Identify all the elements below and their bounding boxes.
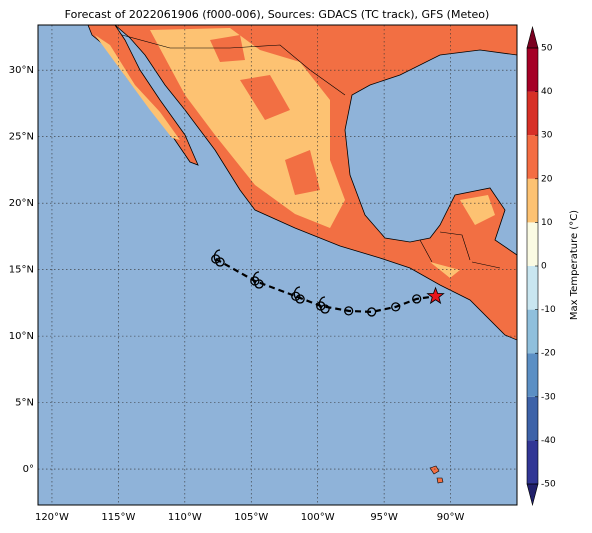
colorbar-band [527, 440, 538, 484]
y-tick-label: 20°N [9, 198, 34, 209]
colorbar-band [527, 353, 538, 397]
colorbar-tick-label: 10 [541, 218, 553, 228]
colorbar-tick-label: -30 [541, 392, 556, 402]
colorbar-tick-label: -10 [541, 305, 556, 315]
x-tick-label: 110°W [168, 512, 202, 523]
track-point [291, 291, 301, 301]
x-tick-label: 105°W [234, 512, 268, 523]
colorbar-tick-label: 50 [541, 44, 553, 54]
track-point [412, 294, 422, 304]
y-tick-label: 25°N [9, 132, 34, 143]
colorbar-band [527, 48, 538, 92]
colorbar-under [526, 483, 539, 507]
y-tick-label: 0° [23, 464, 34, 475]
track-line [215, 258, 436, 314]
x-tick-label: 100°W [301, 512, 335, 523]
track-point [250, 276, 260, 286]
colorbar-tick-label: 40 [541, 87, 553, 97]
colorbar-band [527, 266, 538, 310]
colorbar-tick-label: -50 [541, 480, 556, 490]
map-title: Forecast of 2022061906 (f000-006), Sourc… [65, 8, 490, 21]
colorbar-tick-label: 0 [541, 262, 547, 272]
map-frame [37, 24, 518, 506]
colorbar-band [527, 91, 538, 136]
track-point [366, 307, 377, 317]
track-symbols [213, 249, 330, 314]
colorbar-band [527, 135, 538, 179]
x-tick-label: 120°W [35, 512, 69, 523]
borders [121, 34, 501, 269]
y-tick-label: 30°N [9, 65, 34, 76]
colorbar-band [527, 396, 538, 441]
x-tick-label: 115°W [101, 512, 135, 523]
track-point [344, 306, 354, 316]
colorbar-band [527, 222, 538, 266]
colorbar-tick-label: -20 [541, 349, 556, 359]
track-point [391, 302, 401, 312]
colorbar-band [527, 178, 538, 223]
land-plateau [95, 28, 495, 278]
colorbar-band [527, 309, 538, 354]
x-tick-label: 90°W [437, 512, 465, 523]
islands [429, 465, 444, 484]
track-point [211, 254, 221, 264]
track-point [316, 301, 326, 311]
y-tick-label: 15°N [9, 265, 34, 276]
colorbar-tick-label: 20 [541, 174, 553, 184]
x-tick-label: 95°W [370, 512, 398, 523]
colorbar-label: Max Temperature (°C) [569, 210, 580, 320]
y-tick-label: 10°N [9, 331, 34, 342]
colorbar-tick-label: -40 [541, 436, 556, 446]
colorbar-tick-label: 30 [541, 131, 553, 141]
land-orange-patches [210, 35, 320, 195]
y-tick-label: 5°N [15, 398, 34, 409]
colorbar-over [526, 25, 539, 49]
current-position [426, 286, 445, 305]
map-area [38, 25, 517, 505]
